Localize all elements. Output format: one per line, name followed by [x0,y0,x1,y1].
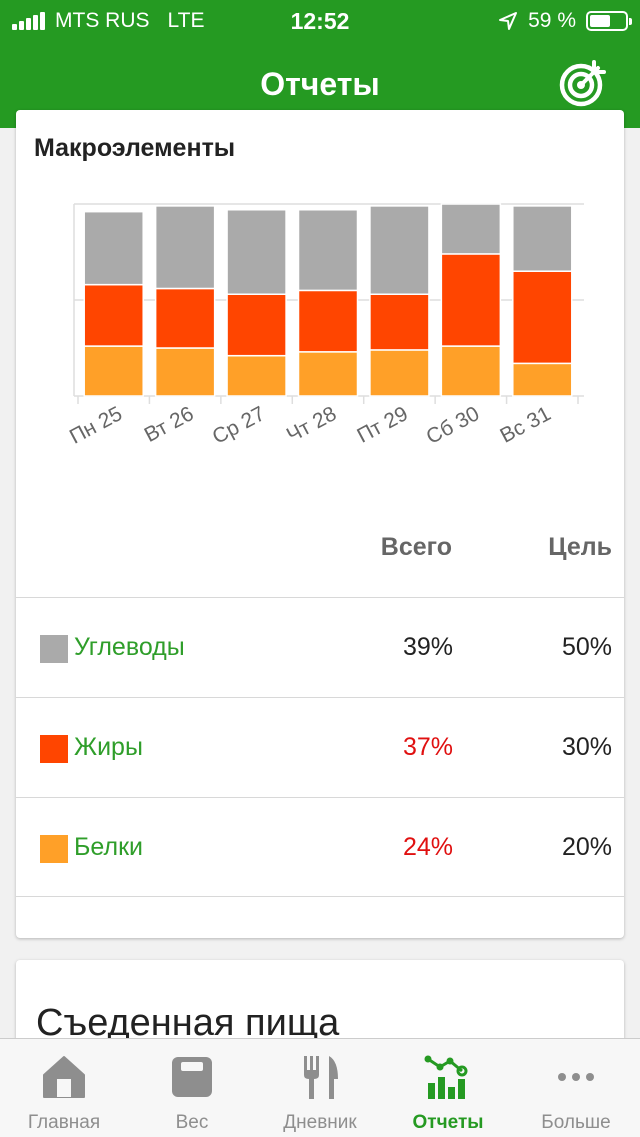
network-type: LTE [167,9,205,32]
column-header-goal: Цель [548,533,612,561]
chart-bar-segment [226,354,287,397]
carbs-color-swatch [40,635,68,663]
top-bar: MTS RUS LTE 12:52 59 % Отчеты [0,0,640,128]
tab-label: Больше [541,1112,611,1133]
macro-total: 37% [402,733,453,761]
chart-bar-segment [440,345,502,397]
macros-title: Макроэлементы [34,134,236,162]
macro-goal: 30% [561,733,612,761]
chart-bar-segment [440,253,502,347]
page-title: Отчеты [260,66,380,102]
macro-goal: 20% [561,833,612,861]
macro-label: Углеводы [74,633,185,661]
reports-chart-icon [424,1055,468,1099]
chart-category-label: Пн 25 [66,402,126,449]
tab-label: Вес [175,1112,209,1133]
tab-weight[interactable]: Вес [128,1039,256,1137]
location-arrow-icon [499,12,518,30]
macro-row-protein[interactable]: Белки 24% 20% [16,797,624,898]
chart-bar-segment [83,345,144,397]
eaten-food-title: Съеденная пища [36,1002,340,1044]
chart-bar-segment [83,283,144,347]
chart-bar-segment [512,362,573,397]
fat-color-swatch [40,735,68,763]
macro-row-carbs[interactable]: Углеводы 39% 50% [16,597,624,698]
macros-chart: Пн 25 Вт 26 Ср 27 Чт 28 Пт 29 Сб 30 Вс 31 [66,203,584,449]
signal-icon [12,12,45,30]
tab-label: Отчеты [412,1112,484,1133]
tab-home[interactable]: Главная [0,1039,128,1137]
carrier-info: MTS RUS LTE [12,9,204,33]
tab-reports[interactable]: Отчеты [384,1039,512,1137]
fork-knife-icon [304,1056,338,1099]
status-bar: MTS RUS LTE 12:52 59 % [0,0,640,42]
chart-bar-segment [297,351,359,397]
chart-category-label: Вт 26 [141,402,198,447]
tab-more[interactable]: Больше [512,1039,640,1137]
chart-bar-segment [512,205,573,272]
chart-bar-segment [83,210,144,286]
chart-bar-segment [154,347,216,397]
more-dots-icon [558,1073,594,1081]
macro-label: Белки [74,833,143,861]
chart-bar-segment [440,203,502,255]
target-icon[interactable] [558,58,608,108]
protein-color-swatch [40,835,68,863]
chart-category-label: Ср 27 [209,402,269,449]
chart-bar-segment [369,293,430,351]
chart-category-label: Чт 28 [283,402,340,447]
macro-total: 24% [402,833,453,861]
chart-category-label: Пт 29 [353,402,411,448]
macro-goal: 50% [561,633,612,661]
macro-total: 39% [402,633,453,661]
chart-bar-segment [369,205,430,295]
status-right: 59 % [498,9,632,33]
chart-bar-segment [297,289,359,353]
home-icon [43,1056,85,1098]
chart-category-label: Вс 31 [496,402,554,448]
scale-icon [172,1057,212,1097]
chart-bar-segment [226,209,287,295]
status-time: 12:52 [290,8,350,34]
macro-label: Жиры [74,733,143,761]
row-divider [16,896,624,897]
tab-label: Дневник [283,1112,357,1133]
chart-bar-segment [297,209,359,292]
battery-fill [590,15,611,27]
battery-icon [586,11,632,31]
battery-percent: 59 % [528,9,576,32]
tab-bar: Главная Вес Дневник Отчеты [0,1038,640,1137]
chart-bar-segment [154,287,216,349]
chart-bar-segment [226,293,287,357]
chart-bar-segment [369,349,430,397]
tab-label: Главная [27,1112,101,1133]
chart-bar-segment [512,270,573,365]
macro-row-fat[interactable]: Жиры 37% 30% [16,697,624,798]
tab-diary[interactable]: Дневник [256,1039,384,1137]
column-header-total: Всего [380,533,452,561]
carrier-name: MTS RUS [55,9,150,32]
chart-category-label: Сб 30 [423,402,484,449]
chart-bar-segment [154,205,216,290]
